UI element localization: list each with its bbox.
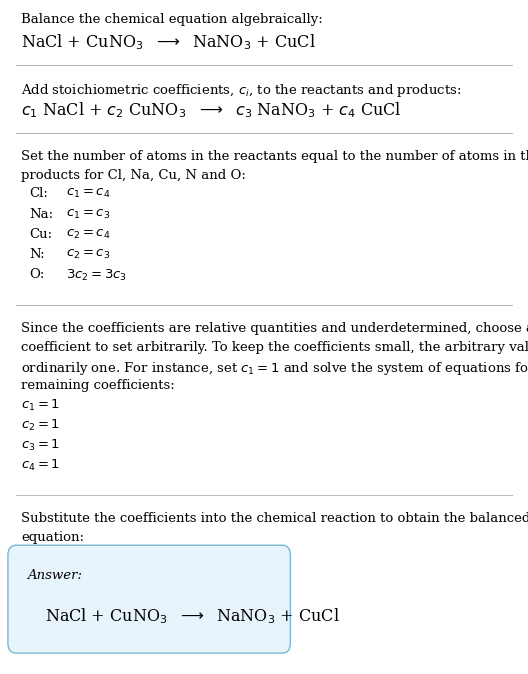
Text: Cl:: Cl: <box>29 187 48 200</box>
Text: $c_1 = 1$: $c_1 = 1$ <box>21 398 60 412</box>
Text: N:: N: <box>29 248 45 261</box>
Text: NaCl + CuNO$_3$  $\longrightarrow$  NaNO$_3$ + CuCl: NaCl + CuNO$_3$ $\longrightarrow$ NaNO$_… <box>45 606 340 625</box>
Text: Balance the chemical equation algebraically:: Balance the chemical equation algebraica… <box>21 13 323 26</box>
Text: coefficient to set arbitrarily. To keep the coefficients small, the arbitrary va: coefficient to set arbitrarily. To keep … <box>21 341 528 354</box>
FancyBboxPatch shape <box>8 545 290 653</box>
Text: equation:: equation: <box>21 531 84 544</box>
Text: ordinarily one. For instance, set $c_1 = 1$ and solve the system of equations fo: ordinarily one. For instance, set $c_1 =… <box>21 360 528 377</box>
Text: Set the number of atoms in the reactants equal to the number of atoms in the: Set the number of atoms in the reactants… <box>21 150 528 162</box>
Text: remaining coefficients:: remaining coefficients: <box>21 379 175 392</box>
Text: Since the coefficients are relative quantities and underdetermined, choose a: Since the coefficients are relative quan… <box>21 322 528 335</box>
Text: $c_2 = c_3$: $c_2 = c_3$ <box>66 248 110 261</box>
Text: $c_1 = c_3$: $c_1 = c_3$ <box>66 208 110 220</box>
Text: $3 c_2 = 3 c_3$: $3 c_2 = 3 c_3$ <box>66 268 127 283</box>
Text: products for Cl, Na, Cu, N and O:: products for Cl, Na, Cu, N and O: <box>21 168 246 181</box>
Text: Answer:: Answer: <box>27 569 82 582</box>
Text: Substitute the coefficients into the chemical reaction to obtain the balanced: Substitute the coefficients into the che… <box>21 512 528 525</box>
Text: $c_4 = 1$: $c_4 = 1$ <box>21 458 60 473</box>
Text: $c_1 = c_4$: $c_1 = c_4$ <box>66 187 110 200</box>
Text: NaCl + CuNO$_3$  $\longrightarrow$  NaNO$_3$ + CuCl: NaCl + CuNO$_3$ $\longrightarrow$ NaNO$_… <box>21 32 316 52</box>
Text: $c_3 = 1$: $c_3 = 1$ <box>21 438 60 453</box>
Text: Na:: Na: <box>29 208 53 220</box>
Text: $c_2 = c_4$: $c_2 = c_4$ <box>66 228 110 241</box>
Text: Cu:: Cu: <box>29 228 52 241</box>
Text: $c_2 = 1$: $c_2 = 1$ <box>21 418 60 433</box>
Text: Add stoichiometric coefficients, $c_i$, to the reactants and products:: Add stoichiometric coefficients, $c_i$, … <box>21 82 461 98</box>
Text: $c_1$ NaCl + $c_2$ CuNO$_3$  $\longrightarrow$  $c_3$ NaNO$_3$ + $c_4$ CuCl: $c_1$ NaCl + $c_2$ CuNO$_3$ $\longrighta… <box>21 100 402 120</box>
Text: O:: O: <box>29 268 44 281</box>
